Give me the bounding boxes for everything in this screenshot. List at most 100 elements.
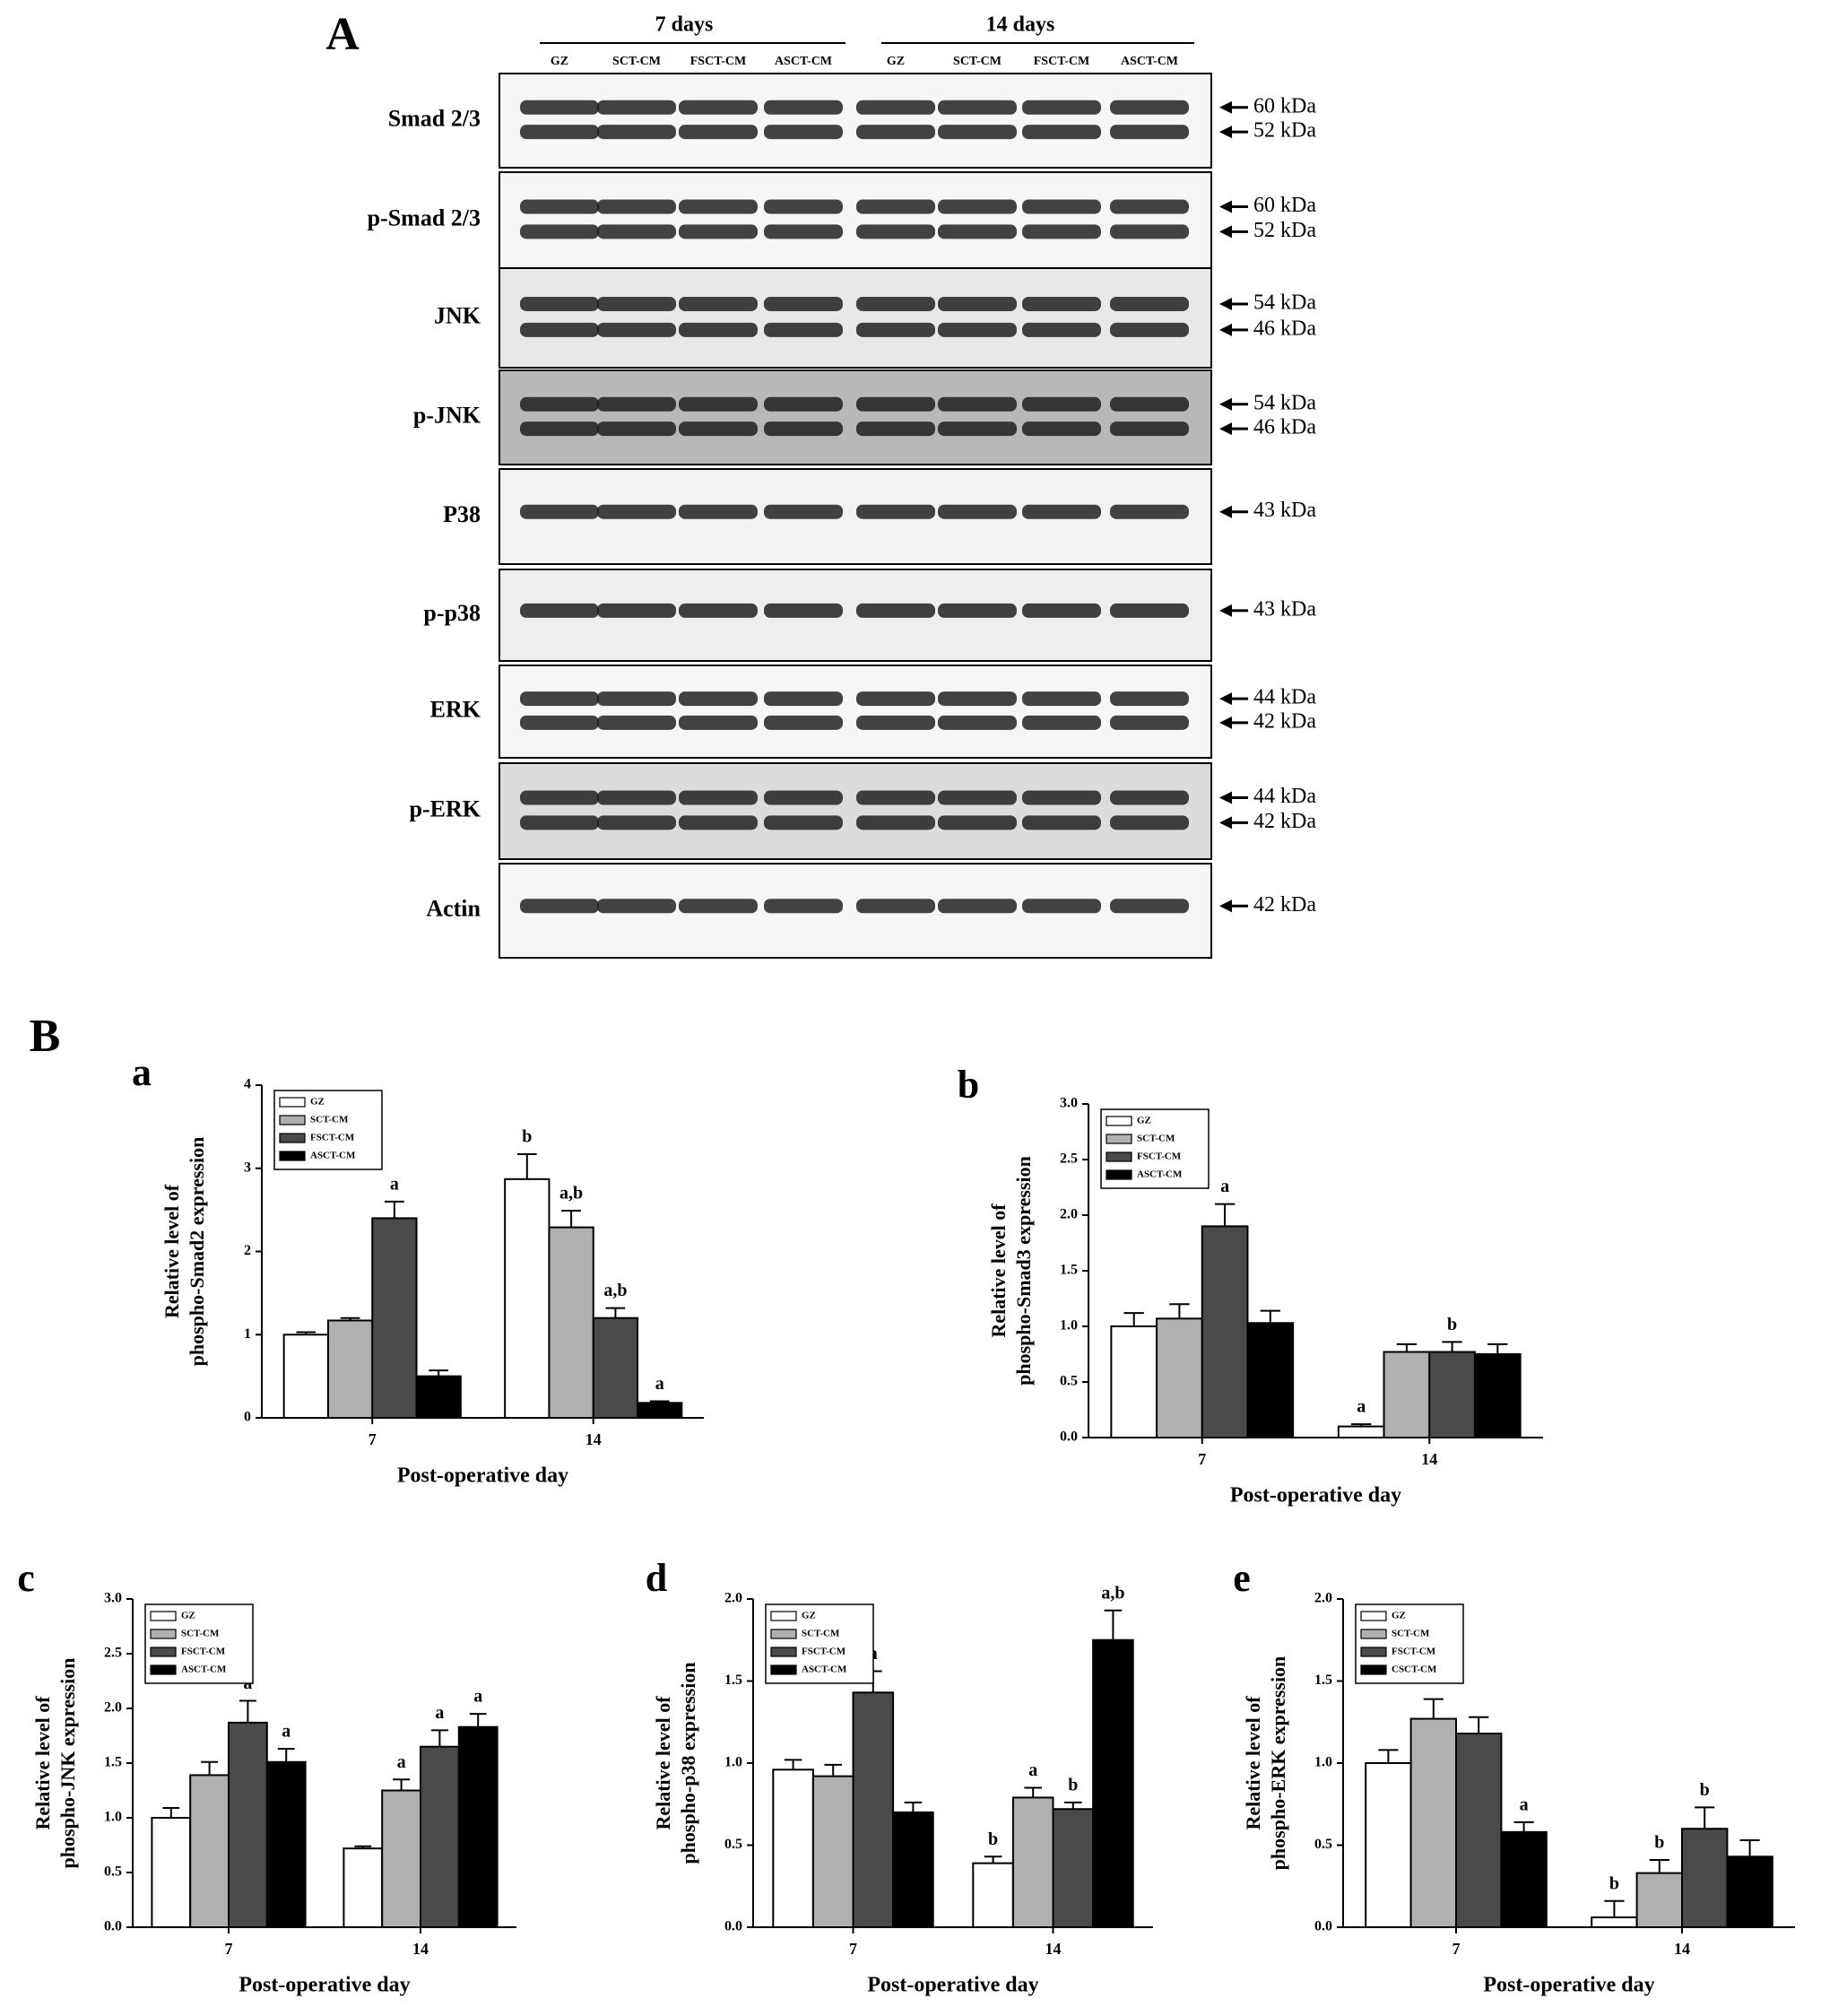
marker-label: 52 kDa: [1253, 119, 1316, 143]
y-tick-label: 2.0: [1060, 1207, 1078, 1222]
band: [520, 224, 599, 239]
y-tick-label: 3.0: [104, 1591, 122, 1606]
band: [1110, 396, 1189, 412]
group-label: 14 days: [986, 13, 1055, 37]
band: [856, 899, 935, 914]
legend-swatch: [150, 1611, 177, 1621]
y-axis-label: Relative level of: [160, 1184, 183, 1318]
significance-letter: a,b: [1101, 1583, 1124, 1603]
lane-label: SCT-CM: [612, 55, 661, 68]
y-axis-label: Relative level of: [652, 1696, 674, 1830]
marker-arrowhead: [1219, 791, 1232, 804]
band: [520, 100, 599, 115]
significance-letter: b: [1609, 1873, 1619, 1893]
significance-letter: b: [522, 1127, 532, 1147]
bar: [772, 1768, 814, 1928]
error-bar: [277, 1748, 295, 1762]
band: [938, 504, 1017, 519]
band: [764, 790, 843, 805]
marker-arrowhead: [1219, 604, 1232, 617]
error-bar: [393, 1778, 411, 1791]
bar: [811, 1775, 854, 1929]
marker-label: 46 kDa: [1253, 317, 1316, 340]
y-tick-label: 0.0: [104, 1919, 122, 1934]
significance-letter: b: [1447, 1315, 1457, 1334]
band: [1110, 296, 1189, 311]
band: [1110, 504, 1189, 519]
band: [1110, 815, 1189, 830]
legend-label: FSCT-CM: [802, 1647, 846, 1657]
error-bar: [429, 1369, 449, 1377]
legend-label: ASCT-CM: [181, 1664, 227, 1675]
error-bar: [1442, 1341, 1462, 1352]
band: [679, 396, 758, 412]
marker-arrowhead: [1219, 692, 1232, 706]
band: [679, 125, 758, 140]
band: [856, 421, 935, 437]
legend-label: FSCT-CM: [1392, 1647, 1436, 1657]
bar: [852, 1691, 895, 1929]
band: [856, 224, 935, 239]
y-axis-label: Relative level of: [987, 1204, 1010, 1338]
legend-label: ASCT-CM: [1137, 1169, 1183, 1180]
band: [1110, 199, 1189, 214]
bar: [1246, 1322, 1295, 1439]
y-tick-label: 1.0: [1060, 1318, 1078, 1334]
band: [856, 603, 935, 618]
band: [856, 504, 935, 519]
y-tick-label: 2.0: [1314, 1591, 1332, 1606]
legend-swatch: [279, 1151, 306, 1161]
significance-letter: a: [1028, 1760, 1037, 1780]
significance-letter: a: [397, 1752, 406, 1772]
marker-arrowhead: [1219, 225, 1232, 239]
y-tick-label: 0.0: [1314, 1919, 1332, 1934]
y-tick-label: 1.5: [1314, 1673, 1332, 1688]
error-bar: [1024, 1786, 1043, 1798]
legend-label: FSCT-CM: [310, 1133, 355, 1143]
y-tick-label: 0: [244, 1410, 251, 1425]
error-bar: [1423, 1698, 1444, 1719]
band: [1110, 899, 1189, 914]
marker-label: 42 kDa: [1253, 810, 1316, 833]
band: [938, 199, 1017, 214]
band: [679, 899, 758, 914]
band: [1110, 224, 1189, 239]
x-axis-label: Post-operative day: [397, 1464, 568, 1488]
band: [856, 691, 935, 707]
bar: [1726, 1855, 1773, 1929]
band: [679, 790, 758, 805]
marker-label: 46 kDa: [1253, 416, 1316, 439]
band: [764, 691, 843, 707]
marker-label: 44 kDa: [1253, 785, 1316, 808]
marker-arrowhead: [1219, 323, 1232, 336]
band: [520, 899, 599, 914]
marker-arrowhead: [1219, 397, 1232, 411]
blot: [499, 73, 1212, 169]
x-axis-label: Post-operative day: [867, 1974, 1038, 1997]
bar: [1092, 1638, 1134, 1928]
band: [856, 322, 935, 337]
lane-label: ASCT-CM: [1121, 55, 1178, 68]
bar: [1156, 1317, 1203, 1438]
significance-letter: a: [1220, 1177, 1229, 1196]
legend-swatch: [770, 1611, 797, 1621]
band: [679, 715, 758, 730]
marker-label: 60 kDa: [1253, 194, 1316, 217]
band: [597, 100, 676, 115]
error-bar: [1604, 1899, 1625, 1918]
band: [938, 603, 1017, 618]
band: [1110, 100, 1189, 115]
lane-label: GZ: [551, 55, 568, 68]
legend-swatch: [1106, 1151, 1132, 1162]
protein-label: p-ERK: [410, 795, 481, 821]
panel-letter: A: [325, 9, 360, 60]
marker-label: 42 kDa: [1253, 709, 1316, 733]
marker-arrowhead: [1219, 200, 1232, 213]
y-tick-label: 2.5: [1060, 1151, 1078, 1167]
marker-label: 54 kDa: [1253, 391, 1316, 414]
band: [764, 396, 843, 412]
error-bar: [904, 1801, 923, 1812]
band: [1022, 899, 1101, 914]
y-tick-label: 2.0: [104, 1700, 122, 1716]
band: [764, 815, 843, 830]
